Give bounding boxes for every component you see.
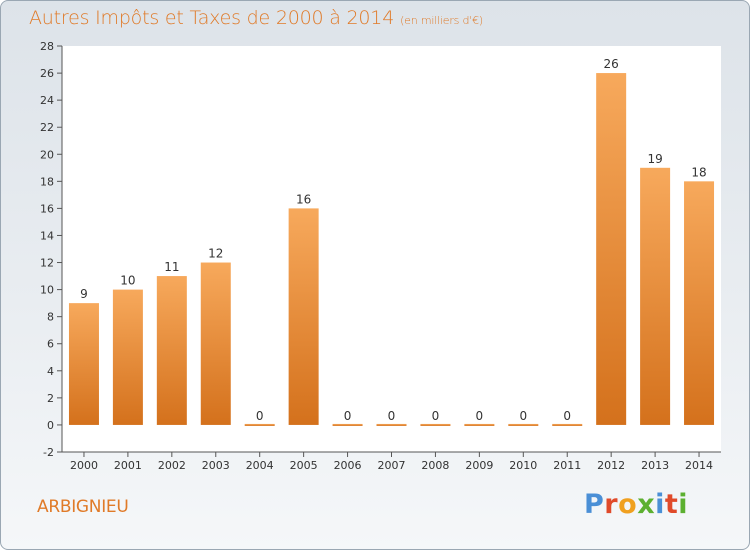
bar bbox=[68, 303, 99, 425]
bar bbox=[596, 73, 627, 425]
x-tick-label: 2013 bbox=[641, 459, 669, 472]
x-tick-label: 2009 bbox=[465, 459, 493, 472]
x-tick-label: 2014 bbox=[685, 459, 713, 472]
bar-value-label: 0 bbox=[563, 409, 571, 423]
logo-letter: r bbox=[604, 489, 619, 520]
commune-name: ARBIGNIEU bbox=[37, 497, 129, 517]
x-tick-label: 2012 bbox=[597, 459, 625, 472]
y-tick-label: 2 bbox=[47, 392, 54, 405]
y-tick-label: 6 bbox=[47, 338, 54, 351]
bar bbox=[420, 423, 451, 426]
logo-letter: x bbox=[637, 489, 656, 520]
y-tick-label: 20 bbox=[40, 148, 54, 161]
y-tick-label: -2 bbox=[43, 446, 54, 459]
logo-letter: i bbox=[655, 489, 665, 520]
bar bbox=[332, 423, 363, 426]
chart-title: Autres Impôts et Taxes de 2000 à 2014 (en… bbox=[29, 7, 483, 29]
chart-unit: (en milliers d'€) bbox=[400, 14, 483, 27]
bar-value-label: 16 bbox=[296, 192, 311, 206]
bar bbox=[200, 262, 231, 425]
bar-value-label: 12 bbox=[208, 247, 223, 261]
bar-value-label: 11 bbox=[164, 260, 179, 274]
logo-letter: P bbox=[584, 489, 605, 520]
y-tick-label: 26 bbox=[40, 67, 54, 80]
bar bbox=[508, 423, 539, 426]
bar bbox=[244, 423, 275, 426]
bar bbox=[684, 181, 715, 425]
bar-value-label: 19 bbox=[647, 152, 662, 166]
y-tick-label: 4 bbox=[47, 365, 54, 378]
y-tick-label: 0 bbox=[47, 419, 54, 432]
bar-value-label: 0 bbox=[432, 409, 440, 423]
x-tick-label: 2004 bbox=[246, 459, 274, 472]
logo-letter: t bbox=[664, 489, 679, 520]
bar-value-label: 0 bbox=[256, 409, 264, 423]
bar bbox=[640, 167, 671, 425]
y-tick-label: 16 bbox=[40, 202, 54, 215]
x-tick-label: 2000 bbox=[70, 459, 98, 472]
y-tick-label: 12 bbox=[40, 257, 54, 270]
y-tick-label: 24 bbox=[40, 94, 54, 107]
x-tick-label: 2007 bbox=[378, 459, 406, 472]
y-tick-label: 8 bbox=[47, 311, 54, 324]
bar-value-label: 26 bbox=[604, 57, 619, 71]
x-tick-label: 2006 bbox=[334, 459, 362, 472]
x-tick-label: 2003 bbox=[202, 459, 230, 472]
y-tick-label: 14 bbox=[40, 229, 54, 242]
y-tick-label: 22 bbox=[40, 121, 54, 134]
bar bbox=[112, 289, 143, 425]
bar bbox=[376, 423, 407, 426]
proxiti-logo[interactable]: Proxiti bbox=[584, 489, 688, 520]
bar-value-label: 0 bbox=[519, 409, 527, 423]
bar bbox=[552, 423, 583, 426]
y-tick-label: 18 bbox=[40, 175, 54, 188]
logo-letter: i bbox=[678, 489, 689, 520]
bar-value-label: 0 bbox=[344, 409, 352, 423]
x-tick-label: 2008 bbox=[421, 459, 449, 472]
bar-value-label: 0 bbox=[476, 409, 484, 423]
logo-letter: o bbox=[618, 489, 638, 520]
bar bbox=[288, 208, 319, 425]
y-tick-label: 10 bbox=[40, 284, 54, 297]
bar bbox=[156, 276, 187, 425]
bar-value-label: 10 bbox=[120, 274, 135, 288]
x-tick-label: 2011 bbox=[553, 459, 581, 472]
x-tick-label: 2001 bbox=[114, 459, 142, 472]
x-tick-label: 2010 bbox=[509, 459, 537, 472]
y-tick-label: 28 bbox=[40, 40, 54, 53]
chart-title-text: Autres Impôts et Taxes de 2000 à 2014 bbox=[29, 7, 395, 29]
bar bbox=[464, 423, 495, 426]
x-tick-label: 2005 bbox=[290, 459, 318, 472]
bar-value-label: 0 bbox=[388, 409, 396, 423]
bar-value-label: 18 bbox=[691, 165, 706, 179]
bar-value-label: 9 bbox=[80, 287, 88, 301]
x-tick-label: 2002 bbox=[158, 459, 186, 472]
